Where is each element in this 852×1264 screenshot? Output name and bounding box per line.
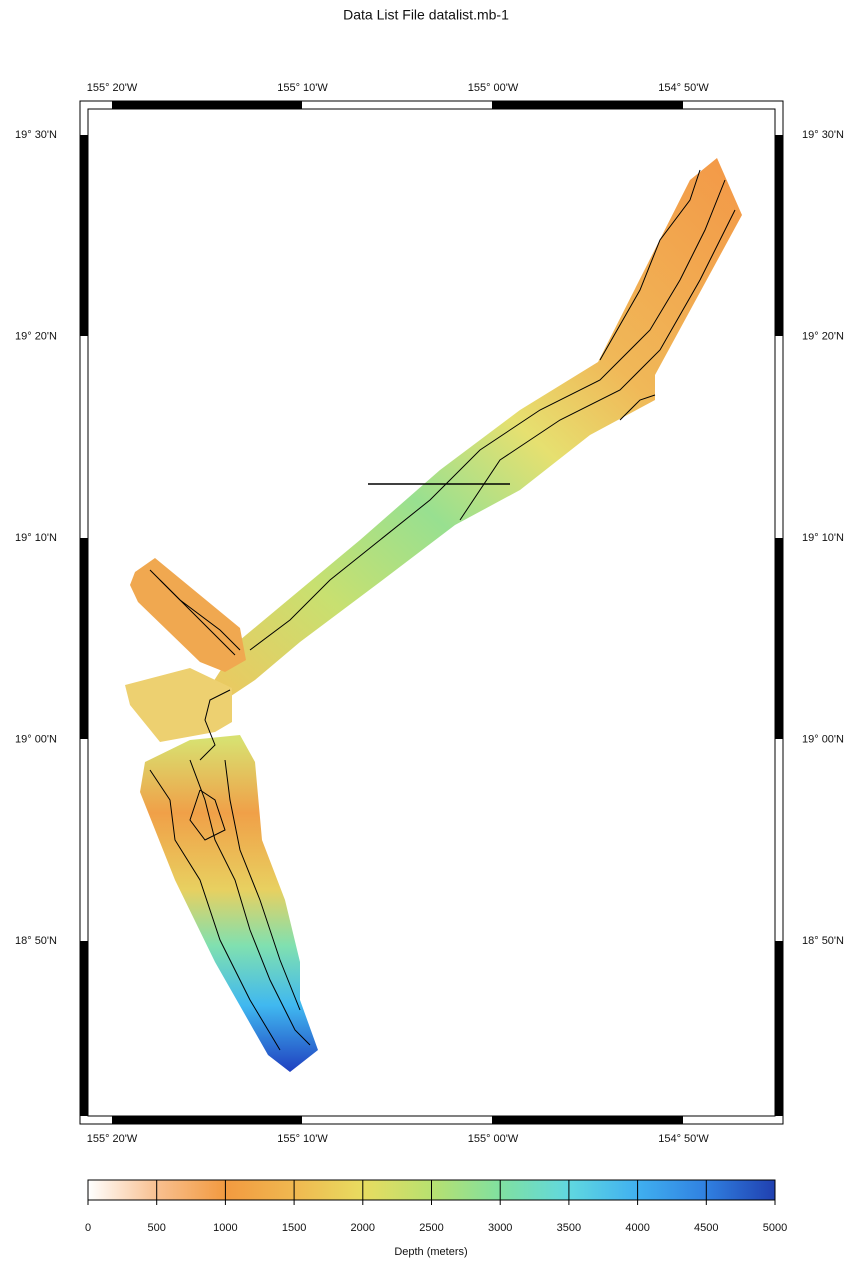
longitude-label: 155° 20'W [87,82,138,94]
longitude-label: 154° 50'W [658,82,709,94]
latitude-label: 19° 10'N [802,532,844,544]
colorbar-tick-label: 5000 [763,1222,787,1234]
colorbar-tick-label: 3500 [557,1222,581,1234]
latitude-label: 19° 00'N [15,733,57,745]
colorbar-tick-label: 3000 [488,1222,512,1234]
title: Data List File datalist.mb-1 [343,7,509,23]
longitude-label: 155° 00'W [468,1133,519,1145]
latitude-label: 19° 20'N [802,330,844,342]
latitude-label: 19° 20'N [15,330,57,342]
colorbar-tick-label: 1500 [282,1222,306,1234]
longitude-label: 154° 50'W [658,1133,709,1145]
map-figure: Data List File datalist.mb-1 Depth (mete… [0,0,852,1264]
latitude-label: 18° 50'N [802,935,844,947]
latitude-label: 19° 10'N [15,532,57,544]
latitude-label: 19° 30'N [15,129,57,141]
longitude-label: 155° 10'W [277,82,328,94]
colorbar-label: Depth (meters) [394,1246,467,1258]
longitude-label: 155° 10'W [277,1133,328,1145]
latitude-label: 19° 30'N [802,129,844,141]
colorbar-tick-label: 0 [85,1222,91,1234]
colorbar-tick-label: 500 [148,1222,166,1234]
latitude-label: 19° 00'N [802,733,844,745]
longitude-label: 155° 00'W [468,82,519,94]
colorbar-tick-label: 4000 [625,1222,649,1234]
colorbar-tick-label: 1000 [213,1222,237,1234]
latitude-label: 18° 50'N [15,935,57,947]
colorbar-tick-label: 4500 [694,1222,718,1234]
colorbar-tick-label: 2500 [419,1222,443,1234]
page: {"title": "Data List File datalist.mb-1"… [0,0,852,1264]
colorbar-tick-label: 2000 [351,1222,375,1234]
longitude-label: 155° 20'W [87,1133,138,1145]
